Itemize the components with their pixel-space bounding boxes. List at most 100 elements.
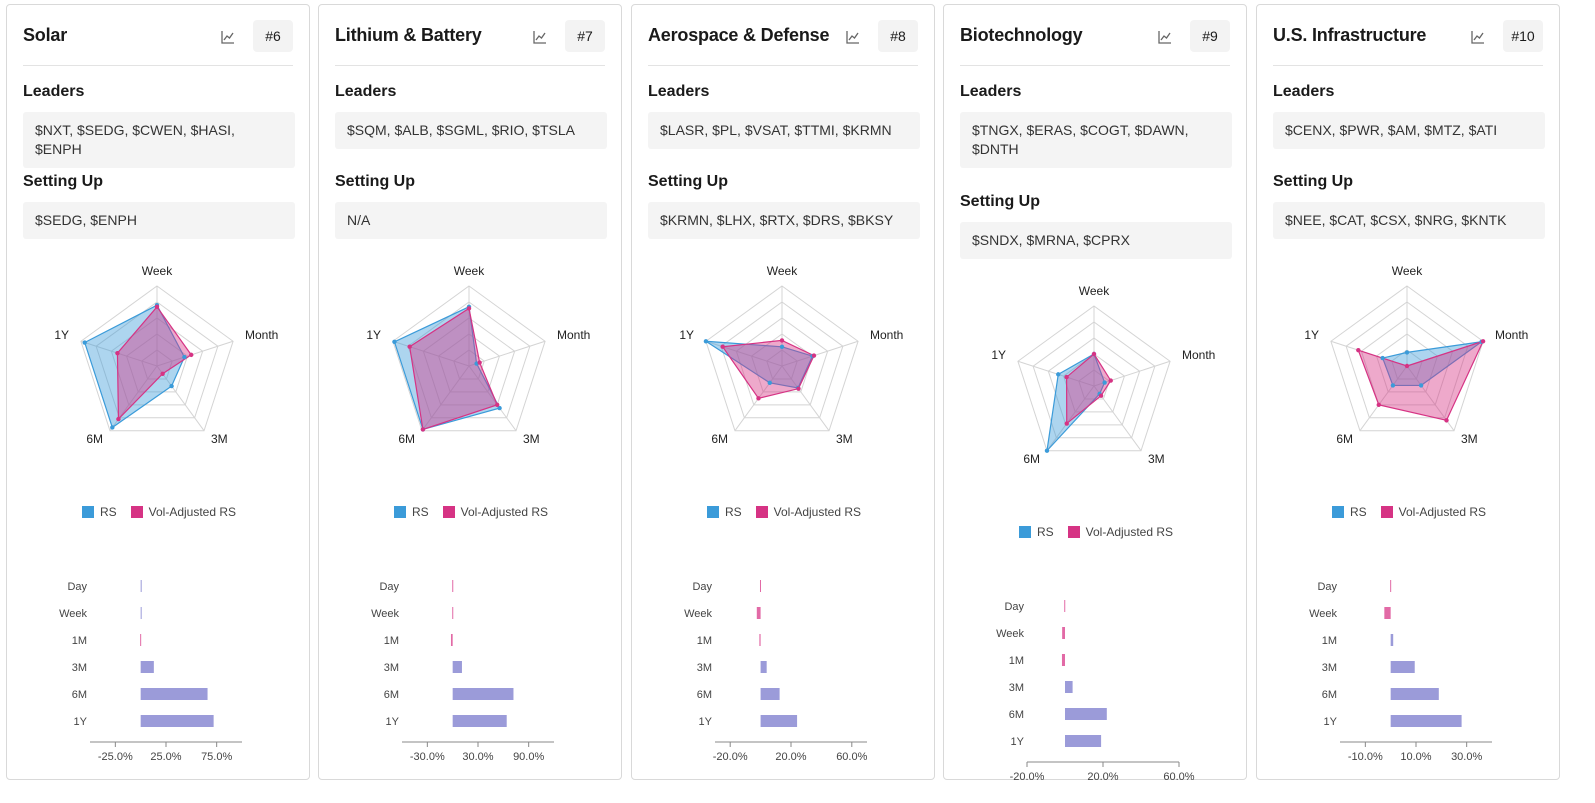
radar-grid-ring xyxy=(1078,369,1110,400)
bar-category-label: 6M xyxy=(1009,709,1024,721)
radar-spoke xyxy=(705,340,783,367)
legend-item-rs[interactable]: RS xyxy=(81,505,117,519)
radar-point xyxy=(767,380,772,386)
leaders-list: $CENX, $PWR, $AM, $MTZ, $ATI xyxy=(1273,112,1545,149)
radar-svg: Week Month 3M 6M 1Y xyxy=(1304,264,1528,446)
card-header: Lithium & Battery #7 xyxy=(335,5,605,66)
radar-grid-ring xyxy=(1047,337,1141,426)
line-chart-icon xyxy=(533,31,546,44)
bar-category-label: Week xyxy=(59,608,87,620)
radar-point xyxy=(1356,347,1361,353)
radar-axis-label: Week xyxy=(454,264,485,278)
legend-swatch-vol-adjusted-rs xyxy=(442,506,455,518)
bar-category-label: 3M xyxy=(72,662,87,674)
bar-week xyxy=(756,607,761,619)
bar-category-label: 6M xyxy=(697,689,712,701)
rank-badge: #6 xyxy=(253,20,293,52)
radar-point xyxy=(1098,393,1104,398)
rank-badge: #8 xyxy=(878,20,918,52)
chart-toggle-button[interactable] xyxy=(1152,24,1178,50)
bar-1m xyxy=(1061,654,1065,666)
chart-toggle-button[interactable] xyxy=(215,24,241,50)
radar-grid-ring xyxy=(1375,333,1439,393)
bar-category-label: 1M xyxy=(1009,655,1024,667)
chart-toggle-button[interactable] xyxy=(527,24,553,50)
radar-point xyxy=(392,339,397,344)
radar-series-rs xyxy=(83,304,186,429)
radar-point xyxy=(1480,339,1486,344)
radar-point xyxy=(1056,372,1061,377)
legend-label: RS xyxy=(99,505,117,519)
legend-swatch-rs xyxy=(81,506,94,518)
setting-up-label: Setting Up xyxy=(23,173,103,190)
performance-bar-chart: Day Week 1M 3M 6M 1Y -25.0% 25.0% 75.0% xyxy=(7,570,311,775)
bar-3m xyxy=(760,661,767,673)
bar-day xyxy=(140,580,142,592)
radar-point xyxy=(1091,351,1097,357)
radar-point xyxy=(110,425,115,430)
sector-card: U.S. Infrastructure #10 Leaders $CENX, $PWR… xyxy=(1256,4,1560,780)
legend-label: RS xyxy=(1349,505,1367,519)
bar-category-label: 3M xyxy=(697,662,712,674)
bar-1m xyxy=(140,634,142,646)
x-tick-label: 25.0% xyxy=(150,751,181,763)
radar-spoke xyxy=(421,365,470,432)
bar-category-label: Day xyxy=(379,581,399,593)
radar-grid-ring xyxy=(720,301,844,419)
radar-point xyxy=(189,352,194,358)
legend-swatch-vol-adjusted-rs xyxy=(130,506,143,518)
radar-point xyxy=(811,353,817,358)
bar-6m xyxy=(140,688,208,700)
radar-grid-ring xyxy=(80,285,234,432)
chart-toggle-button[interactable] xyxy=(1465,24,1491,50)
radar-axis-label: 3M xyxy=(523,432,540,446)
chart-toggle-button[interactable] xyxy=(840,24,866,50)
leaders-list: $TNGX, $ERAS, $COGT, $DAWN, $DNTH xyxy=(960,112,1232,168)
legend-item-vol-adjusted-rs[interactable]: Vol-Adjusted RS xyxy=(1380,505,1486,519)
radar-svg: Week Month 3M 6M 1Y xyxy=(366,264,590,446)
radar-grid-ring xyxy=(766,349,798,380)
bar-category-label: 1M xyxy=(384,635,399,647)
radar-axis-label: 6M xyxy=(86,432,103,446)
legend-item-rs[interactable]: RS xyxy=(706,505,742,519)
radar-axis-label: 1Y xyxy=(991,348,1006,362)
legend-item-rs[interactable]: RS xyxy=(1018,525,1054,539)
radar-point xyxy=(1404,350,1410,355)
bar-category-label: 1M xyxy=(1322,635,1337,647)
radar-axis-label: 3M xyxy=(1148,452,1165,466)
legend-item-vol-adjusted-rs[interactable]: Vol-Adjusted RS xyxy=(755,505,861,519)
bar-1y xyxy=(1390,715,1462,727)
bar-day xyxy=(759,580,761,592)
bar-day xyxy=(1064,600,1066,612)
card-title: Aerospace & Defense xyxy=(648,25,830,45)
radar-axis-label: 1Y xyxy=(366,328,381,342)
bar-category-label: Week xyxy=(371,608,399,620)
bar-1m xyxy=(1390,634,1394,646)
radar-axis-label: Week xyxy=(142,264,173,278)
bar-svg: Day Week 1M 3M 6M 1Y -20.0% 20.0% 60.0% xyxy=(996,600,1195,783)
performance-bar-chart: Day Week 1M 3M 6M 1Y -20.0% 20.0% 60.0% xyxy=(944,590,1248,795)
radar-grid-ring xyxy=(437,333,501,393)
x-tick-label: 75.0% xyxy=(201,751,232,763)
bar-3m xyxy=(1390,661,1415,673)
legend-item-rs[interactable]: RS xyxy=(1331,505,1367,519)
radar-chart: Week Month 3M 6M 1Y xyxy=(1257,263,1561,453)
performance-bar-chart: Day Week 1M 3M 6M 1Y -10.0% 10.0% 30.0% xyxy=(1257,570,1561,775)
legend-item-vol-adjusted-rs[interactable]: Vol-Adjusted RS xyxy=(130,505,236,519)
rank-badge: #7 xyxy=(565,20,605,52)
radar-point xyxy=(796,386,801,391)
radar-series-vol-adjusted-rs xyxy=(408,307,499,431)
bar-category-label: Day xyxy=(1004,601,1024,613)
radar-grid-ring xyxy=(1017,305,1171,452)
x-tick-label: 20.0% xyxy=(1087,771,1118,783)
leaders-list: $SQM, $ALB, $SGML, $RIO, $TSLA xyxy=(335,112,607,149)
radar-axis-label: Week xyxy=(767,264,798,278)
bar-3m xyxy=(1065,681,1073,693)
radar-grid-ring xyxy=(392,285,546,432)
legend-item-vol-adjusted-rs[interactable]: Vol-Adjusted RS xyxy=(442,505,548,519)
legend-item-vol-adjusted-rs[interactable]: Vol-Adjusted RS xyxy=(1067,525,1173,539)
bar-1y xyxy=(760,715,798,727)
legend-item-rs[interactable]: RS xyxy=(393,505,429,519)
legend-swatch-vol-adjusted-rs xyxy=(1380,506,1393,518)
radar-grid-ring xyxy=(422,317,516,406)
